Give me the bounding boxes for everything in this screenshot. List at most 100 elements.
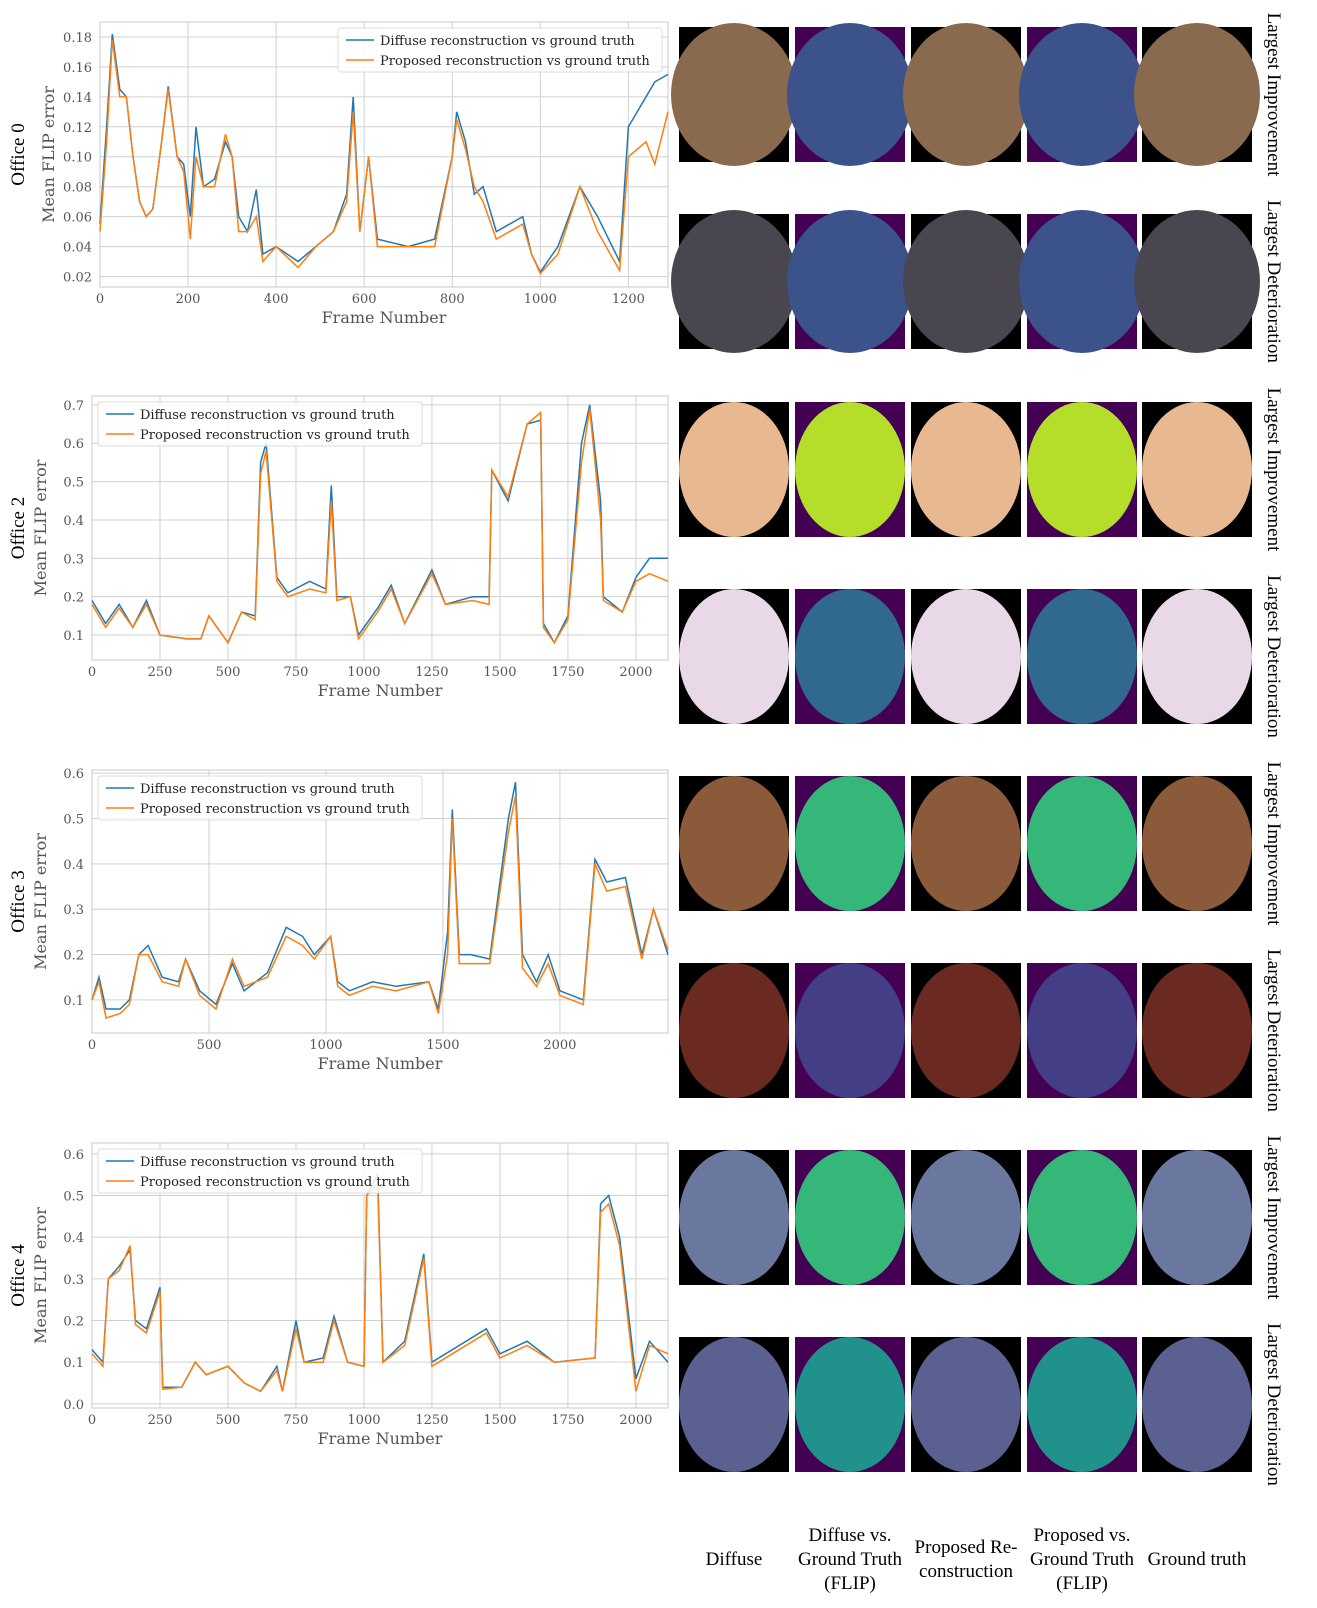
row-title: Office 0 <box>8 123 29 185</box>
x-tick-label: 1750 <box>551 1413 584 1428</box>
y-tick-label: 0.1 <box>63 994 84 1009</box>
x-tick-label: 1750 <box>551 665 584 680</box>
legend-label: Proposed reconstruction vs ground truth <box>380 54 650 69</box>
x-tick-label: 1250 <box>415 1413 448 1428</box>
x-tick-label: 1500 <box>426 1038 459 1053</box>
row-side-label: Largest Improvement <box>1263 13 1284 177</box>
x-tick-label: 2000 <box>619 1413 652 1428</box>
x-tick-label: 1500 <box>483 1413 516 1428</box>
y-tick-label: 0.2 <box>63 1315 84 1330</box>
legend-label: Diffuse reconstruction vs ground truth <box>140 1155 395 1170</box>
image-content <box>911 1337 1021 1472</box>
image-content <box>795 589 905 724</box>
image-content <box>795 1150 905 1285</box>
image-content <box>787 23 913 166</box>
legend-label: Diffuse reconstruction vs ground truth <box>380 34 635 49</box>
legend-label: Proposed reconstruction vs ground truth <box>140 802 410 817</box>
y-tick-label: 0.0 <box>63 1398 84 1413</box>
image-content <box>671 210 797 353</box>
y-tick-label: 0.6 <box>63 1148 84 1163</box>
y-tick-label: 0.02 <box>63 271 92 286</box>
x-axis-label: Frame Number <box>318 1054 443 1073</box>
y-tick-label: 0.6 <box>63 767 84 782</box>
column-label: Proposed Re-construction <box>914 1537 1018 1582</box>
y-tick-label: 0.6 <box>63 437 84 452</box>
image-content <box>795 402 905 537</box>
image-content <box>911 589 1021 724</box>
y-axis-label: Mean FLIP error <box>39 86 58 223</box>
row-title: Office 4 <box>8 1244 29 1307</box>
x-tick-label: 500 <box>216 665 241 680</box>
legend-box <box>337 27 663 73</box>
row-side-label: Largest Deterioration <box>1263 575 1284 738</box>
legend-box <box>97 775 423 821</box>
series-line <box>91 782 669 1010</box>
x-tick-label: 0 <box>88 665 96 680</box>
x-tick-label: 0 <box>88 1413 96 1428</box>
image-grid: Largest Improvement Largest Deterioration… <box>671 13 1284 1486</box>
legend: Diffuse reconstruction vs ground truth Pr… <box>97 775 423 821</box>
legend-label: Proposed reconstruction vs ground truth <box>140 428 410 443</box>
series-line <box>91 408 669 645</box>
column-label: Diffuse <box>705 1549 763 1570</box>
series-line <box>99 39 669 275</box>
y-tick-label: 0.4 <box>63 858 84 873</box>
y-tick-label: 0.08 <box>63 181 92 196</box>
image-content <box>1142 776 1252 911</box>
x-tick-label: 600 <box>352 292 377 307</box>
y-tick-label: 0.5 <box>63 813 84 828</box>
image-content <box>679 402 789 537</box>
y-tick-label: 0.4 <box>63 1231 84 1246</box>
x-tick-label: 1000 <box>347 1413 380 1428</box>
image-content <box>1142 1150 1252 1285</box>
image-content <box>1142 402 1252 537</box>
y-tick-label: 0.2 <box>63 949 84 964</box>
series-line <box>91 1181 669 1393</box>
x-tick-label: 1200 <box>612 292 645 307</box>
x-axis-label: Frame Number <box>318 1429 443 1448</box>
y-tick-label: 0.3 <box>63 1273 84 1288</box>
image-content <box>795 1337 905 1472</box>
legend: Diffuse reconstruction vs ground truth Pr… <box>97 1148 423 1194</box>
x-tick-label: 500 <box>197 1038 222 1053</box>
legend-label: Diffuse reconstruction vs ground truth <box>140 408 395 423</box>
x-tick-label: 2000 <box>619 665 652 680</box>
x-tick-label: 1000 <box>524 292 557 307</box>
image-content <box>1134 210 1260 353</box>
image-content <box>1142 963 1252 1098</box>
y-tick-label: 0.12 <box>63 121 92 136</box>
y-tick-label: 0.7 <box>63 399 84 414</box>
y-tick-label: 0.04 <box>63 241 92 256</box>
image-content <box>1027 776 1137 911</box>
x-tick-label: 1000 <box>347 665 380 680</box>
image-content <box>679 589 789 724</box>
y-tick-label: 0.14 <box>63 91 92 106</box>
image-content <box>911 1150 1021 1285</box>
y-tick-label: 0.06 <box>63 211 92 226</box>
image-content <box>1027 402 1137 537</box>
plot-frame <box>99 21 669 288</box>
image-content <box>903 210 1029 353</box>
image-content <box>1027 1337 1137 1472</box>
row-title: Office 3 <box>8 870 29 932</box>
x-tick-label: 400 <box>264 292 289 307</box>
y-axis-label: Mean FLIP error <box>31 1207 50 1344</box>
y-tick-label: 0.3 <box>63 903 84 918</box>
y-tick-label: 0.16 <box>63 61 92 76</box>
series-line <box>91 795 669 1019</box>
chart: 0 500 1000 1500 2000 0.1 0.2 0.3 0.4 0.5 0.6 Frame … <box>8 767 669 1073</box>
row-side-label: Largest Deterioration <box>1263 1323 1284 1486</box>
plot-frame <box>91 395 669 661</box>
row-side-label: Largest Deterioration <box>1263 949 1284 1112</box>
image-content <box>1134 23 1260 166</box>
x-tick-label: 0 <box>96 292 104 307</box>
y-tick-label: 0.18 <box>63 31 92 46</box>
x-tick-label: 1500 <box>483 665 516 680</box>
y-tick-label: 0.1 <box>63 1356 84 1371</box>
y-tick-label: 0.4 <box>63 514 84 529</box>
legend-label: Proposed reconstruction vs ground truth <box>140 1175 410 1190</box>
column-label: Proposed vs. Ground Truth (FLIP) <box>1030 1525 1134 1594</box>
column-label: Ground truth <box>1147 1549 1247 1570</box>
row-side-label: Largest Deterioration <box>1263 200 1284 363</box>
